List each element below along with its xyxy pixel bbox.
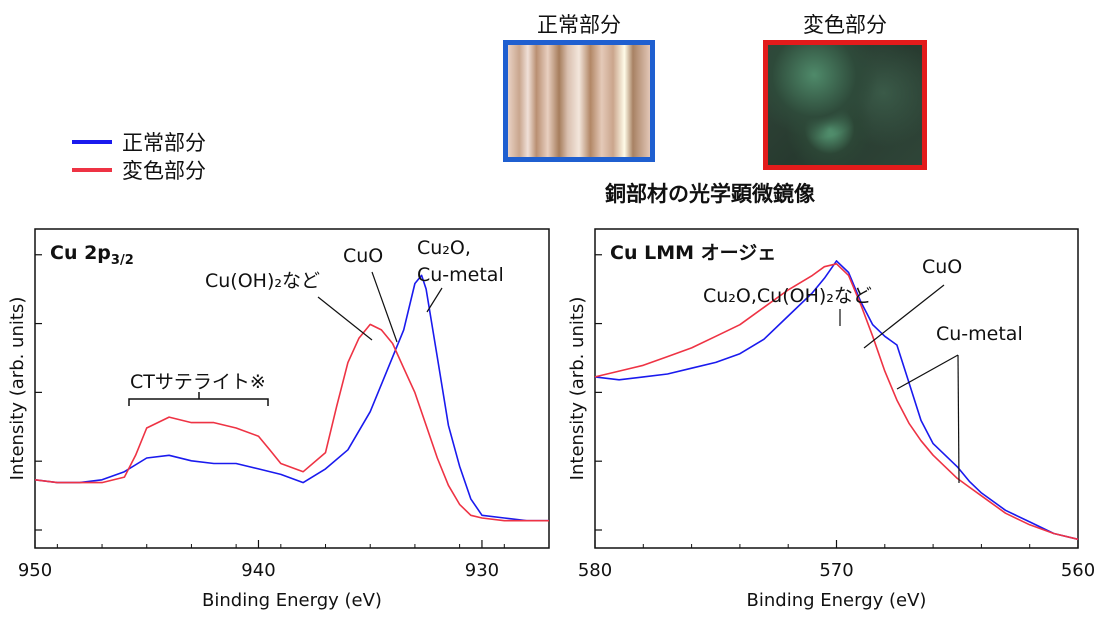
series-line-0-0 (34, 274, 549, 522)
ct-satellite-bracket (128, 392, 269, 406)
plot-frame-0 (34, 228, 550, 549)
x-axis-label-0: Binding Energy (eV) (202, 590, 382, 611)
series-line-1-0 (594, 260, 1079, 541)
leader-cu-metal-b (957, 354, 960, 484)
legend-swatch-normal (72, 140, 112, 144)
legend-swatch-discolored (72, 168, 112, 172)
annotation-cu2o-line1: Cu₂O, (417, 237, 471, 259)
annotation-cuoh2: Cu(OH)₂など (205, 270, 320, 292)
annotation-cuo-2p: CuO (343, 245, 383, 267)
plot-frame-1 (594, 228, 1079, 549)
annotation-cu2o-cuoh2: Cu₂O,Cu(OH)₂など (703, 285, 872, 307)
leader-cuoh2 (317, 296, 373, 341)
series-line-0-1 (34, 323, 549, 522)
x-tick-label-1-0: 580 (578, 560, 612, 581)
y-axis-label-0: Intensity (arb. units) (7, 297, 28, 481)
leader-cuo-lmm (863, 284, 945, 349)
photo-caption: 銅部材の光学顕微鏡像 (605, 182, 815, 206)
legend-item-normal: 正常部分 (72, 128, 206, 156)
photo-discolored-panel: 変色部分 (763, 10, 927, 170)
legend-item-discolored: 変色部分 (72, 156, 206, 184)
photo-discolored-image (763, 40, 927, 170)
leader-cu-metal-a (896, 354, 959, 390)
annotation-cu2o-line2: Cu-metal (417, 264, 504, 286)
photo-normal-panel: 正常部分 (503, 10, 655, 162)
legend: 正常部分 変色部分 (72, 128, 206, 184)
x-tick-label-1-2: 560 (1061, 560, 1095, 581)
x-axis-label-1: Binding Energy (eV) (747, 590, 927, 611)
y-axis-label-1: Intensity (arb. units) (567, 297, 588, 481)
photo-discolored-label: 変色部分 (803, 13, 887, 37)
leader-cu2o (426, 287, 443, 313)
leader-cuo-2p (371, 271, 398, 343)
annotation-ct-satellite: CTサテライト※ (130, 371, 266, 393)
photo-normal-label: 正常部分 (537, 13, 621, 37)
x-tick-label-0-0: 950 (18, 560, 52, 581)
series-line-1-1 (594, 262, 1079, 541)
annotation-cuo-lmm: CuO (922, 256, 962, 278)
x-tick-label-1-1: 570 (819, 560, 853, 581)
photo-normal-image (503, 40, 655, 162)
x-tick-label-0-1: 940 (241, 560, 275, 581)
annotation-cu-metal: Cu-metal (936, 323, 1023, 345)
legend-label-discolored: 変色部分 (122, 159, 206, 183)
chart-title-cu-lmm: Cu LMM オージェ (610, 242, 776, 264)
legend-label-normal: 正常部分 (122, 131, 206, 155)
x-tick-label-0-2: 930 (465, 560, 499, 581)
chart-title-cu2p: Cu 2p3/2 (50, 242, 134, 268)
